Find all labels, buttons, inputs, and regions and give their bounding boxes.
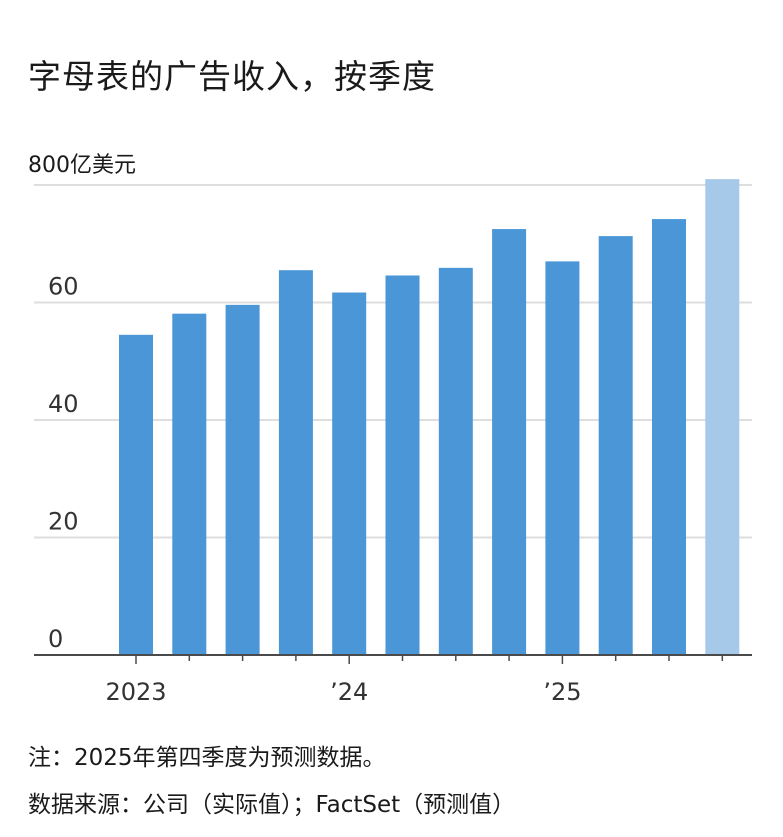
footnote: 注：2025年第四季度为预测数据。 [28,745,386,771]
bar [278,270,313,655]
bar [545,261,580,655]
y-tick-label: 20 [48,508,79,536]
bar [119,334,153,655]
y-tick-labels: 0 20 40 60 [48,273,79,654]
bar [492,229,527,655]
y-unit-label: 800亿美元 [28,153,136,178]
source-note: 数据来源：公司（实际值）；FactSet（预测值） [28,792,516,818]
bar [652,219,686,655]
x-tick-label: ’25 [543,678,581,706]
bar [172,313,207,655]
y-tick-label: 60 [48,273,79,301]
x-axis: 2023 ’24 ’25 [34,654,752,706]
bar [385,275,420,655]
bars [119,179,740,656]
bar-chart: 0 20 40 60 2023 ’24 ’25 [34,179,752,706]
chart-title: 字母表的广告收入，按季度 [28,57,436,96]
y-tick-label: 0 [48,625,63,653]
x-tick-label: 2023 [105,678,166,706]
bar-forecast [705,179,740,655]
bar [598,236,633,656]
x-tick-label: ’24 [330,678,368,706]
bar [332,292,367,655]
bar [438,267,473,655]
bar [225,304,260,655]
y-tick-label: 40 [48,390,79,418]
